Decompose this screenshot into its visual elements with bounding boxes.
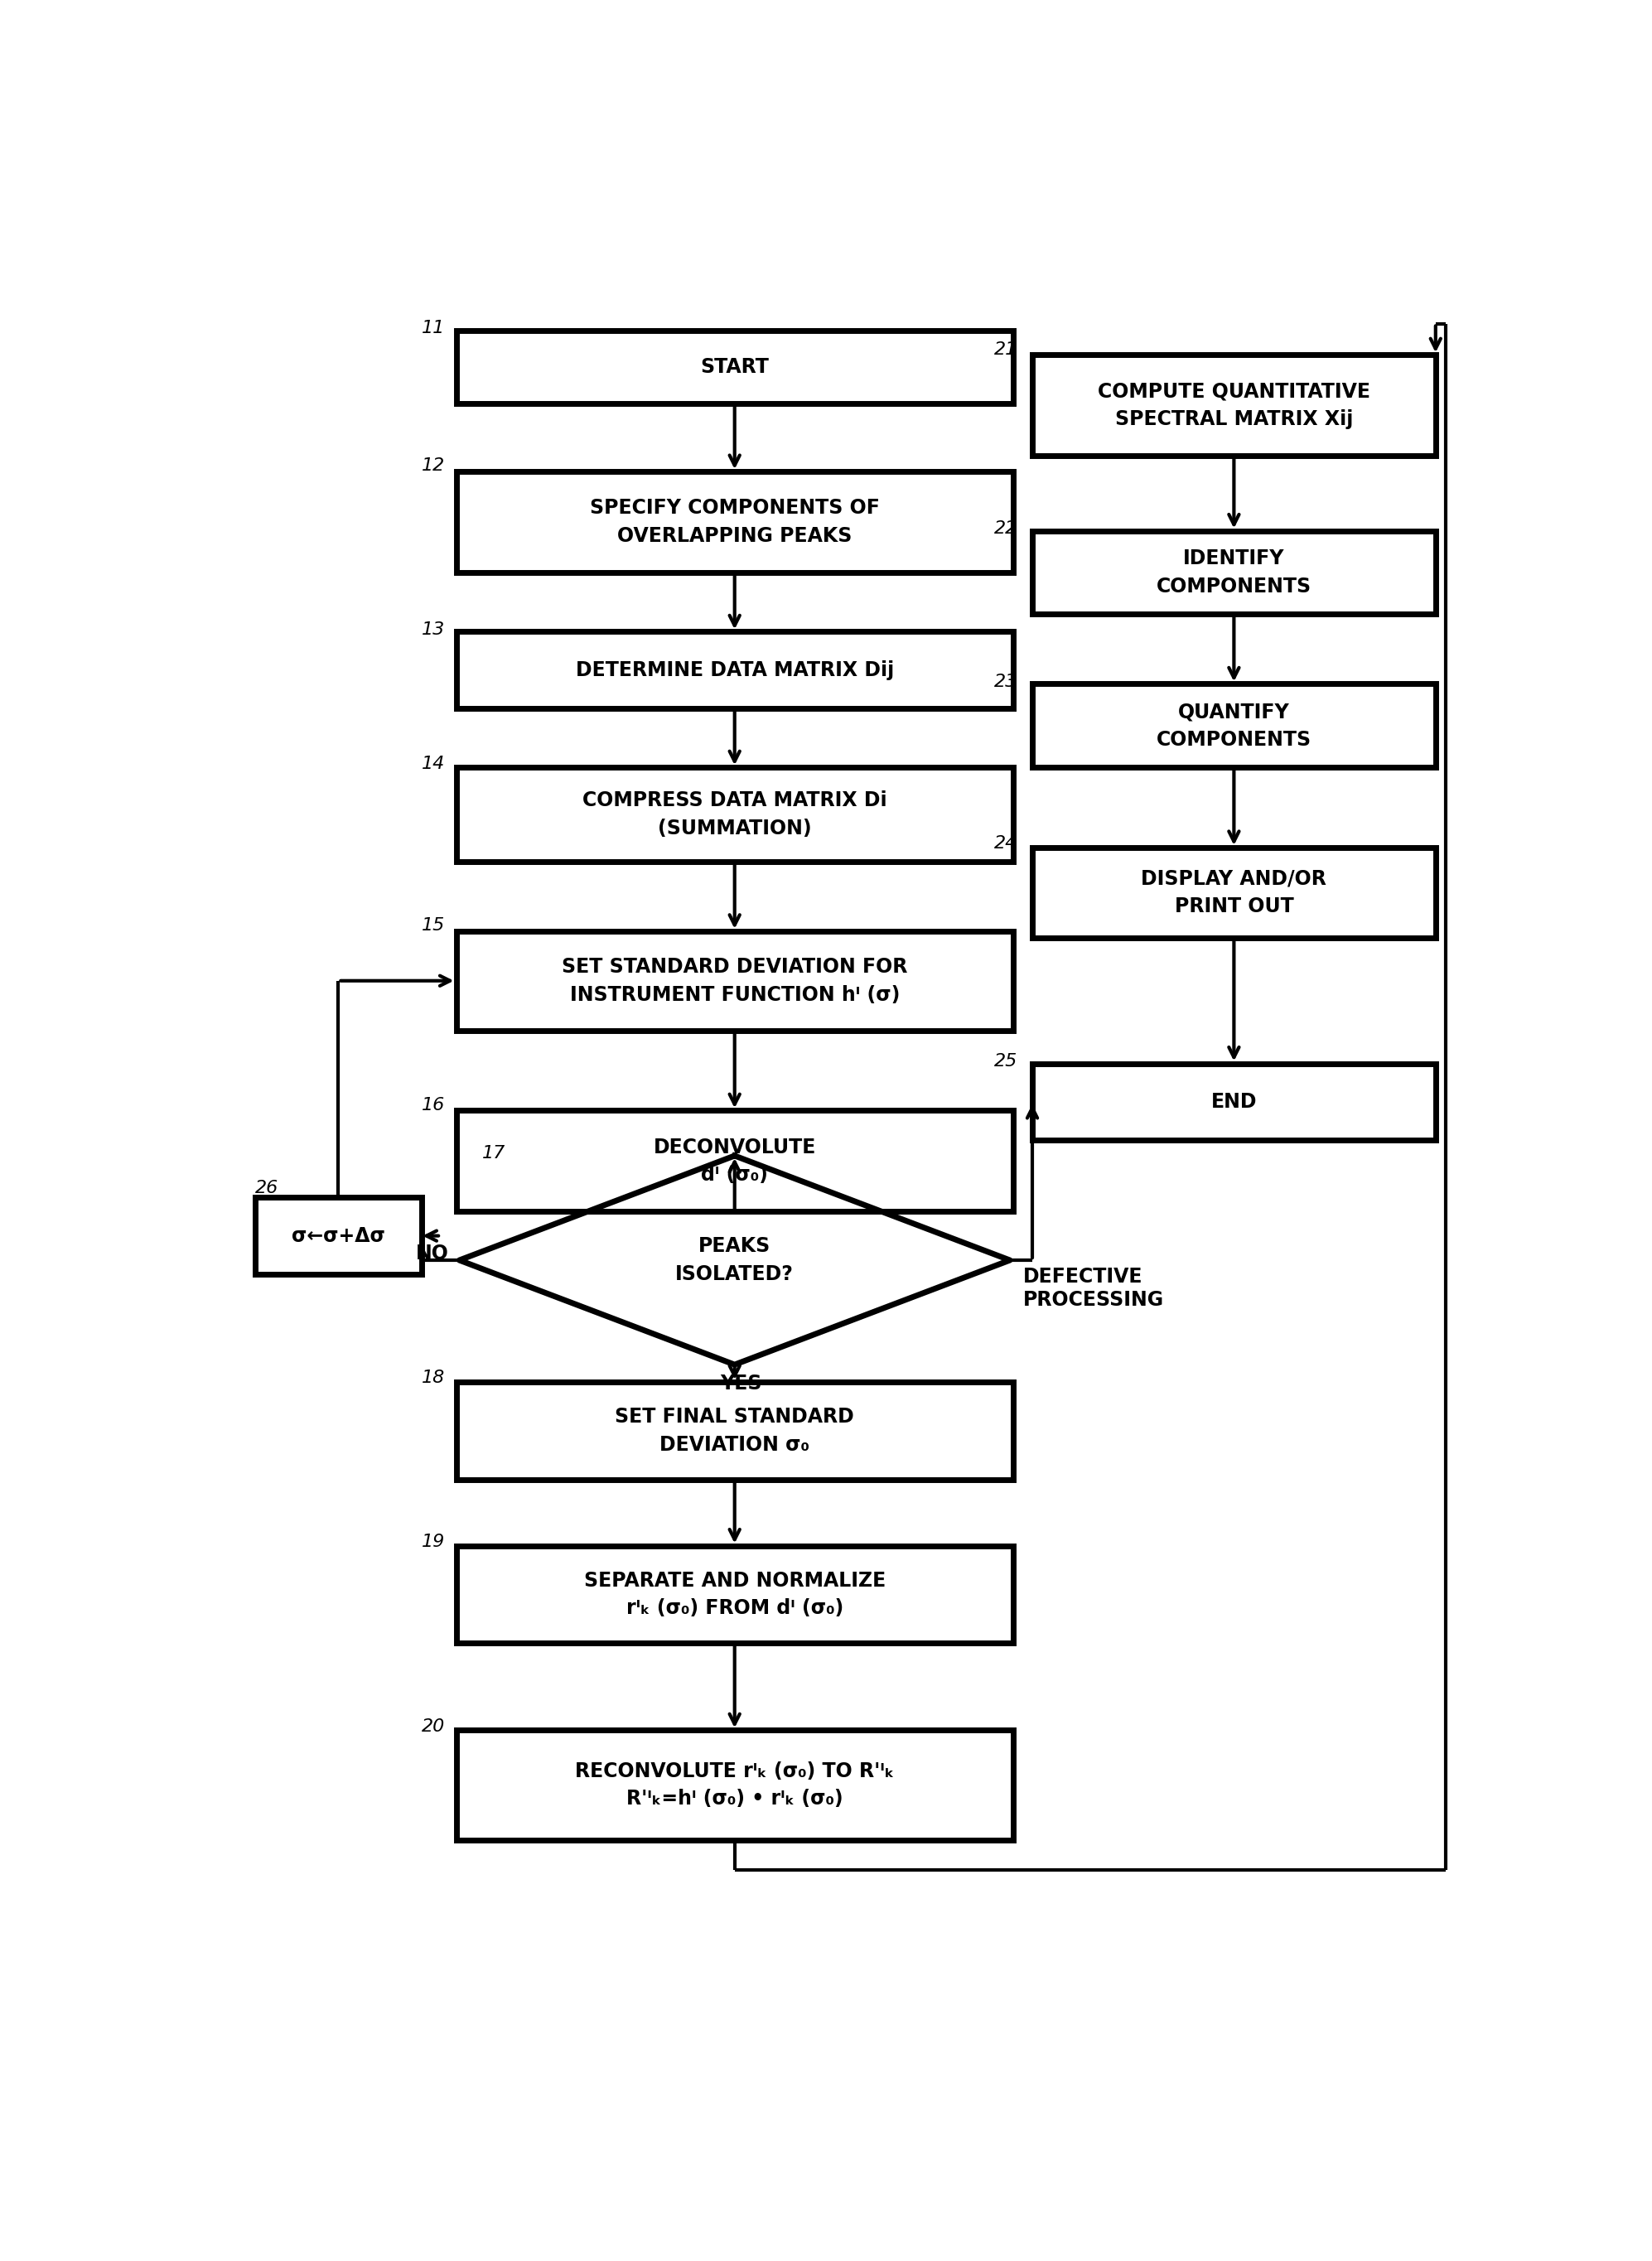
Text: 20: 20 <box>421 1718 444 1734</box>
Text: 24: 24 <box>995 834 1018 852</box>
Text: 23: 23 <box>995 674 1018 690</box>
Bar <box>456 1381 1013 1479</box>
Text: SEPARATE AND NORMALIZE
rᴵₖ (σ₀) FROM dᴵ (σ₀): SEPARATE AND NORMALIZE rᴵₖ (σ₀) FROM dᴵ … <box>583 1571 885 1619</box>
Text: PEAKS
ISOLATED?: PEAKS ISOLATED? <box>676 1237 795 1284</box>
Text: 12: 12 <box>421 457 444 475</box>
Text: IDENTIFY
COMPONENTS: IDENTIFY COMPONENTS <box>1156 549 1312 597</box>
Text: QUANTIFY
COMPONENTS: QUANTIFY COMPONENTS <box>1156 701 1312 751</box>
Text: NO: NO <box>416 1244 449 1264</box>
Text: 22: 22 <box>995 520 1018 536</box>
Bar <box>1032 531 1436 615</box>
Bar <box>456 1110 1013 1212</box>
Text: 26: 26 <box>254 1180 279 1196</box>
Text: 25: 25 <box>995 1054 1018 1069</box>
Text: 19: 19 <box>421 1533 444 1551</box>
Text: 15: 15 <box>421 918 444 934</box>
Bar <box>1032 683 1436 766</box>
Text: SET STANDARD DEVIATION FOR
INSTRUMENT FUNCTION hᴵ (σ): SET STANDARD DEVIATION FOR INSTRUMENT FU… <box>562 956 907 1004</box>
Text: 11: 11 <box>421 321 444 337</box>
Text: END: END <box>1211 1092 1257 1112</box>
Bar <box>456 330 1013 405</box>
Text: DECONVOLUTE
dᴵ (σ₀): DECONVOLUTE dᴵ (σ₀) <box>653 1137 816 1185</box>
Text: 21: 21 <box>995 341 1018 357</box>
Bar <box>456 932 1013 1031</box>
Text: RECONVOLUTE rᴵₖ (σ₀) TO R'ᴵₖ
R'ᴵₖ=hᴵ (σ₀) • rᴵₖ (σ₀): RECONVOLUTE rᴵₖ (σ₀) TO R'ᴵₖ R'ᴵₖ=hᴵ (σ₀… <box>575 1761 894 1809</box>
Text: 14: 14 <box>421 755 444 771</box>
Bar <box>1032 848 1436 938</box>
Bar <box>1032 1063 1436 1140</box>
Text: 18: 18 <box>421 1370 444 1386</box>
Text: SPECIFY COMPONENTS OF
OVERLAPPING PEAKS: SPECIFY COMPONENTS OF OVERLAPPING PEAKS <box>590 497 879 545</box>
Bar <box>254 1198 421 1275</box>
Text: 13: 13 <box>421 622 444 638</box>
Bar <box>456 631 1013 708</box>
Text: 16: 16 <box>421 1097 444 1112</box>
Bar <box>456 1547 1013 1644</box>
Bar <box>456 473 1013 572</box>
Text: COMPUTE QUANTITATIVE
SPECTRAL MATRIX Xij: COMPUTE QUANTITATIVE SPECTRAL MATRIX Xij <box>1097 382 1370 430</box>
Text: 17: 17 <box>482 1146 506 1162</box>
Bar <box>1032 355 1436 457</box>
Bar <box>456 766 1013 861</box>
Text: σ←σ+Δσ: σ←σ+Δσ <box>292 1225 385 1246</box>
Text: SET FINAL STANDARD
DEVIATION σ₀: SET FINAL STANDARD DEVIATION σ₀ <box>615 1406 854 1454</box>
Polygon shape <box>459 1155 1009 1366</box>
Text: START: START <box>700 357 768 378</box>
Text: COMPRESS DATA MATRIX Di
(SUMMATION): COMPRESS DATA MATRIX Di (SUMMATION) <box>583 791 887 839</box>
Text: YES: YES <box>720 1372 762 1393</box>
Text: DETERMINE DATA MATRIX Dij: DETERMINE DATA MATRIX Dij <box>575 660 894 681</box>
Text: DISPLAY AND/OR
PRINT OUT: DISPLAY AND/OR PRINT OUT <box>1142 868 1327 916</box>
Text: DEFECTIVE
PROCESSING: DEFECTIVE PROCESSING <box>1023 1266 1163 1309</box>
Bar <box>456 1730 1013 1840</box>
